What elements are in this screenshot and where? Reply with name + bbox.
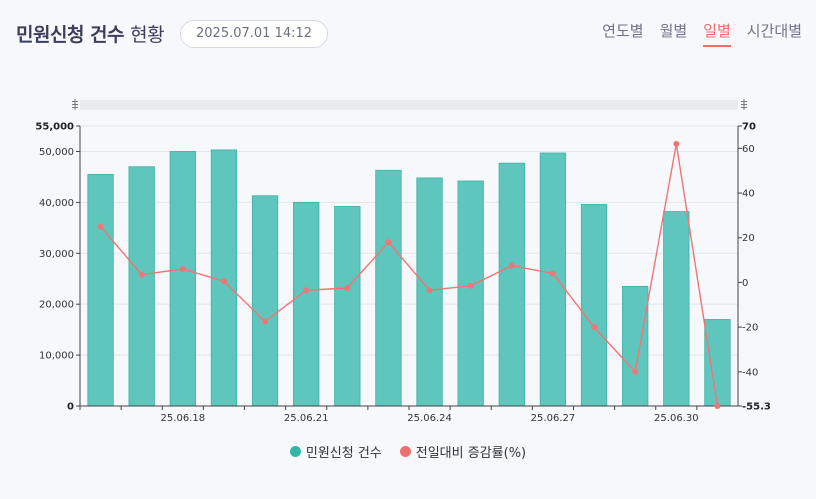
- rate-point-25.06.21[interactable]: [303, 287, 310, 294]
- y-right-tick-label: 0: [742, 278, 748, 289]
- x-tick-label: 25.06.21: [284, 413, 329, 424]
- rate-line: [100, 143, 719, 407]
- legend-item-rate[interactable]: 전일대비 증감률(%): [399, 442, 527, 461]
- bar-25.06.28[interactable]: [580, 203, 608, 407]
- x-tick-label: 25.06.30: [654, 413, 699, 424]
- y-left-tick-label: 10,000: [39, 351, 74, 362]
- y-left-tick-label: 55,000: [35, 122, 74, 133]
- rate-point-25.06.26[interactable]: [508, 262, 515, 269]
- legend-item-count[interactable]: 민원신청 건수: [289, 442, 382, 461]
- y-right-tick-label: 40: [742, 189, 755, 200]
- zoom-handle-left[interactable]: [72, 99, 78, 110]
- y-right-tick-label: 20: [742, 233, 755, 244]
- header: 민원신청 건수 현황 2025.07.01 14:12 연도별 월별 일별 시간…: [0, 0, 816, 70]
- bar-25.06.25[interactable]: [457, 180, 484, 407]
- bar-25.06.29[interactable]: [622, 285, 649, 407]
- rate-point-25.06.28[interactable]: [591, 324, 598, 331]
- y-left-tick-label: 50,000: [39, 147, 74, 158]
- tab-monthly[interactable]: 월별: [659, 22, 688, 40]
- y-left-tick-label: 30,000: [39, 249, 74, 260]
- tab-yearly[interactable]: 연도별: [602, 22, 644, 40]
- zoom-handle-right[interactable]: [741, 99, 747, 110]
- timestamp-badge: 2025.07.01 14:12: [180, 20, 329, 48]
- rate-point-25.07.01[interactable]: [714, 403, 721, 409]
- bar-25.06.26[interactable]: [498, 162, 525, 407]
- bar-25.06.22[interactable]: [334, 206, 361, 407]
- rate-point-25.06.23[interactable]: [385, 239, 392, 246]
- rate-point-25.06.24[interactable]: [426, 287, 433, 294]
- x-tick-label: 25.06.24: [407, 413, 452, 424]
- rate-point-25.06.30[interactable]: [673, 140, 680, 147]
- bar-25.06.23[interactable]: [375, 169, 402, 407]
- bar-25.06.27[interactable]: [539, 152, 567, 407]
- y-left-tick-label: 40,000: [39, 198, 74, 209]
- title-suffix: 현황: [130, 24, 165, 46]
- zoom-slider-track[interactable]: [80, 100, 738, 110]
- tab-hourly[interactable]: 시간대별: [746, 22, 802, 40]
- y-right-tick-label: -20: [742, 323, 758, 334]
- period-tabs: 연도별 월별 일별 시간대별: [602, 20, 802, 47]
- bar-25.06.20[interactable]: [251, 195, 279, 407]
- y-right-tick-label: -55.3: [742, 402, 771, 413]
- bar-25.06.18[interactable]: [169, 151, 196, 407]
- bar-25.06.16[interactable]: [87, 173, 114, 407]
- legend-dot-count: [289, 446, 301, 457]
- bar-25.06.30[interactable]: [663, 211, 690, 407]
- legend-label-rate: 전일대비 증감률(%): [415, 446, 527, 461]
- rate-point-25.06.27[interactable]: [549, 270, 556, 277]
- x-tick-label: 25.06.18: [161, 413, 206, 424]
- bar-25.06.17[interactable]: [128, 166, 155, 407]
- rate-point-25.06.16[interactable]: [97, 223, 104, 230]
- bar-25.06.21[interactable]: [293, 201, 320, 407]
- combo-chart: 0 10,000 20,000 30,000 40,000 50,000 55,000 -55…: [35, 99, 771, 424]
- bar-25.07.01[interactable]: [704, 319, 731, 407]
- rate-point-25.06.20[interactable]: [262, 318, 269, 325]
- y-right-tick-label: 60: [742, 144, 755, 155]
- rate-point-25.06.29[interactable]: [632, 368, 639, 375]
- rate-point-25.06.18[interactable]: [179, 266, 186, 273]
- title-main: 민원신청 건수: [16, 24, 125, 46]
- x-tick-label: 25.06.27: [531, 413, 576, 424]
- y-left-tick-label: 0: [67, 402, 74, 413]
- y-right-tick-label: 70: [742, 122, 756, 133]
- tab-daily[interactable]: 일별: [703, 20, 731, 47]
- page-title: 민원신청 건수 현황: [16, 20, 165, 47]
- legend-label-count: 민원신청 건수: [305, 446, 382, 461]
- chart-legend: 민원신청 건수 전일대비 증감률(%): [0, 442, 816, 461]
- rate-point-25.06.22[interactable]: [344, 285, 351, 292]
- y-left-tick-label: 20,000: [39, 300, 74, 311]
- rate-point-25.06.19[interactable]: [220, 278, 227, 285]
- legend-dot-rate: [399, 446, 411, 457]
- rate-point-25.06.17[interactable]: [138, 271, 145, 278]
- rate-point-25.06.25[interactable]: [467, 282, 474, 289]
- y-right-tick-label: -40: [742, 367, 758, 378]
